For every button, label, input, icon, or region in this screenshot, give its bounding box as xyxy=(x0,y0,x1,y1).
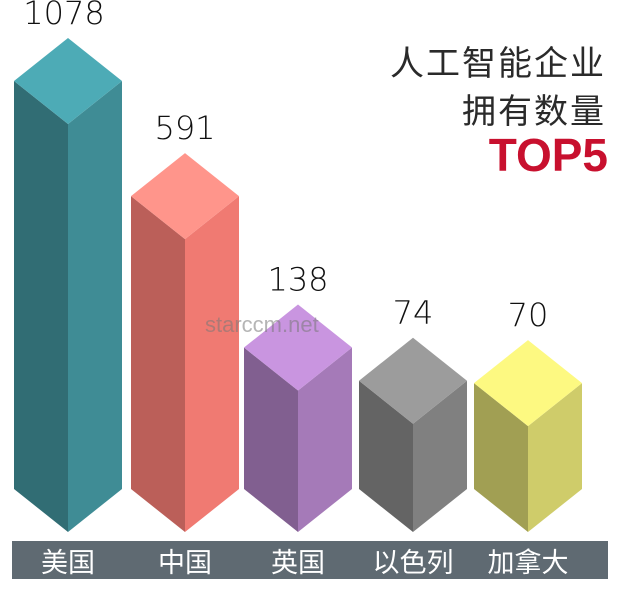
bar-left-face xyxy=(474,383,528,532)
bar-right-face xyxy=(185,196,239,532)
bar-5 xyxy=(474,340,582,532)
category-axis-band xyxy=(12,541,608,579)
bar-top-face xyxy=(131,153,239,240)
category-label-1: 美国 xyxy=(41,548,95,579)
category-label-2: 中国 xyxy=(158,548,212,579)
chart-title-top5: TOP5 xyxy=(488,129,608,181)
bar-left-face xyxy=(359,380,413,532)
bar-4 xyxy=(359,337,467,532)
category-label-3: 英国 xyxy=(271,548,325,579)
bar-3 xyxy=(244,304,352,532)
category-label-5: 加拿大 xyxy=(488,548,569,579)
watermark-text: starccm.net xyxy=(205,312,319,337)
bar-left-face xyxy=(244,347,298,532)
bar-right-face xyxy=(413,380,467,532)
bar-left-face xyxy=(131,196,185,532)
bar-1 xyxy=(14,38,122,532)
chart-title-line-2: 拥有数量 xyxy=(462,92,606,132)
bar-top-face xyxy=(14,38,122,124)
bar-right-face xyxy=(298,347,352,532)
bar-top-face xyxy=(359,337,467,424)
data-label-1: 1078 xyxy=(23,0,104,32)
data-label-4: 74 xyxy=(393,294,434,332)
data-label-3: 138 xyxy=(267,261,328,299)
bar-right-face xyxy=(528,383,582,532)
category-label-4: 以色列 xyxy=(373,548,454,579)
bar-top-face xyxy=(474,340,582,427)
data-label-2: 591 xyxy=(154,109,215,147)
bar-2 xyxy=(131,153,239,532)
bar-top-face xyxy=(244,304,352,391)
bar-left-face xyxy=(14,81,68,532)
chart-title-line-1: 人工智能企业 xyxy=(390,44,606,84)
bar-right-face xyxy=(68,81,122,532)
data-label-5: 70 xyxy=(508,296,549,334)
